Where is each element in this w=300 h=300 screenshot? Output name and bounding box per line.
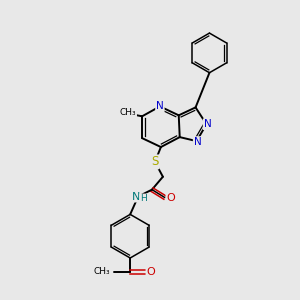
Text: H: H bbox=[140, 194, 146, 203]
Text: O: O bbox=[167, 193, 175, 202]
Text: N: N bbox=[132, 192, 140, 202]
Text: CH₃: CH₃ bbox=[94, 267, 110, 276]
Text: O: O bbox=[147, 267, 155, 277]
Text: N: N bbox=[194, 137, 201, 147]
Text: CH₃: CH₃ bbox=[120, 108, 136, 117]
Text: N: N bbox=[204, 119, 211, 129]
Text: S: S bbox=[151, 155, 159, 168]
Text: N: N bbox=[156, 101, 164, 111]
